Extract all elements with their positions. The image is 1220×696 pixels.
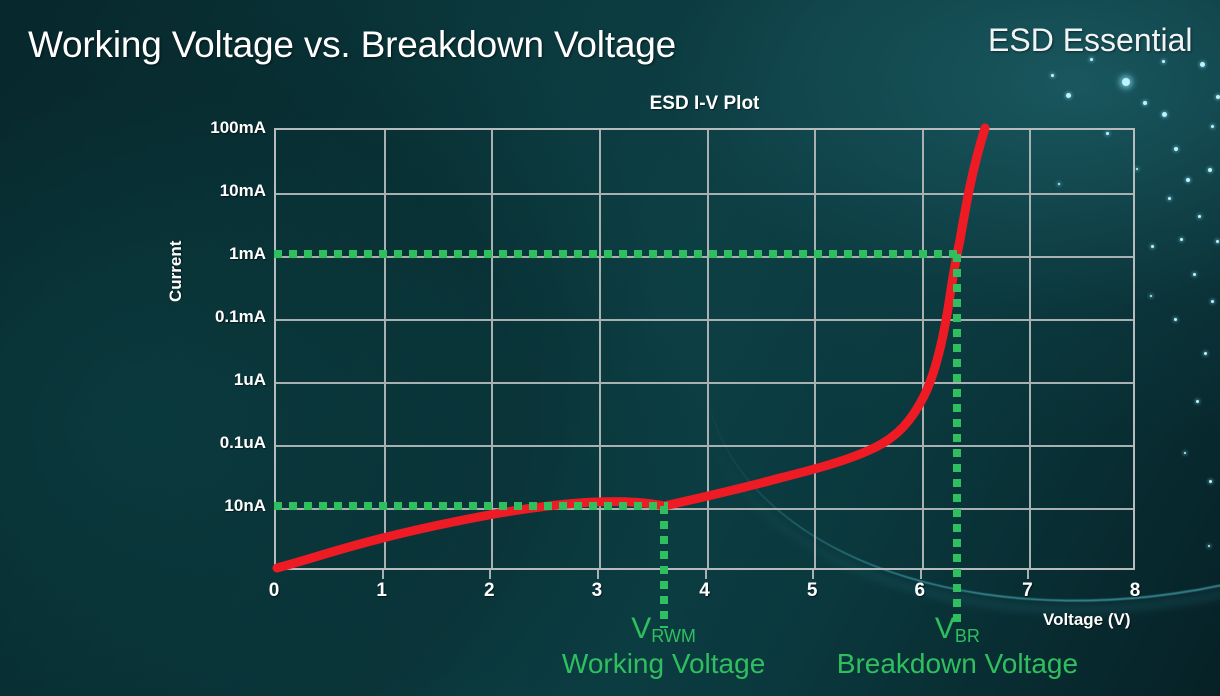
y-tick-label: 0.1mA bbox=[214, 307, 266, 326]
x-tick-label: 5 bbox=[806, 580, 818, 601]
breakdown-voltage-vertical-line bbox=[953, 254, 962, 628]
y-tick-label: 100mA bbox=[210, 118, 266, 137]
x-tick-label: 7 bbox=[1022, 580, 1033, 601]
y-tick-labels: 100mA 10mA 1mA 0.1mA 1uA 0.1uA 10nA bbox=[174, 0, 266, 696]
gridline-vertical bbox=[814, 130, 817, 568]
x-tick-mark bbox=[919, 570, 922, 579]
breakdown-voltage-horizontal-line bbox=[274, 250, 962, 258]
x-tick-label: 1 bbox=[376, 580, 387, 601]
gridline-vertical bbox=[921, 130, 924, 568]
y-tick-label: 10mA bbox=[219, 181, 266, 200]
chart-title: ESD I-V Plot bbox=[649, 93, 760, 114]
gridline-horizontal bbox=[276, 319, 1133, 321]
breakdown-voltage-symbol: VBR bbox=[897, 612, 1017, 646]
gridline-horizontal bbox=[276, 382, 1133, 384]
x-tick-label: 0 bbox=[268, 580, 280, 601]
brand-label: ESD Essential bbox=[988, 22, 1193, 58]
breakdown-voltage-caption: Breakdown Voltage bbox=[836, 648, 1079, 679]
working-voltage-vertical-line bbox=[659, 506, 668, 628]
x-axis-title: Voltage (V) bbox=[1043, 610, 1131, 629]
x-tick-label: 4 bbox=[699, 580, 710, 601]
working-voltage-horizontal-line bbox=[274, 502, 668, 510]
x-tick-mark bbox=[704, 570, 707, 579]
gridline-horizontal bbox=[276, 445, 1133, 447]
x-tick-label: 6 bbox=[914, 580, 926, 601]
gridline-vertical bbox=[706, 130, 709, 568]
breakdown-voltage-subscript: BR bbox=[954, 626, 980, 646]
working-voltage-subscript: RWM bbox=[651, 626, 696, 646]
x-tick-mark bbox=[596, 570, 599, 579]
x-tick-mark bbox=[812, 570, 815, 579]
breakdown-voltage-symbol-text: V bbox=[934, 612, 955, 645]
gridline-vertical bbox=[1029, 130, 1032, 568]
y-tick-label: 0.1uA bbox=[219, 433, 266, 452]
gridline-horizontal bbox=[276, 193, 1133, 195]
y-tick-label: 10nA bbox=[224, 496, 266, 515]
working-voltage-symbol-text: V bbox=[631, 612, 652, 645]
x-tick-label: 2 bbox=[483, 580, 495, 601]
x-tick-label: 3 bbox=[591, 580, 603, 601]
y-tick-label: 1mA bbox=[229, 244, 266, 263]
x-tick-label: 8 bbox=[1129, 580, 1141, 601]
working-voltage-caption: Working Voltage bbox=[561, 648, 766, 679]
x-tick-mark bbox=[1027, 570, 1030, 579]
y-tick-label: 1uA bbox=[233, 370, 266, 389]
x-tick-mark bbox=[381, 570, 384, 579]
x-tick-mark bbox=[489, 570, 492, 579]
page-title: Working Voltage vs. Breakdown Voltage bbox=[28, 24, 677, 65]
working-voltage-symbol: VRWM bbox=[604, 612, 724, 646]
